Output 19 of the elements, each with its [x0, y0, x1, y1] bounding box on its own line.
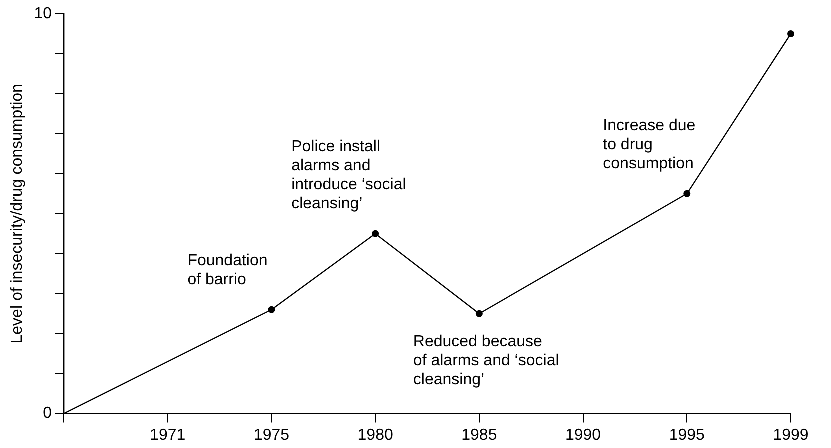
point [788, 30, 794, 38]
point [684, 190, 691, 198]
x-tick-label: 1999 [773, 426, 809, 444]
point [372, 230, 380, 238]
x-tick-label: 1985 [462, 426, 498, 444]
y-tick-label: 0 [43, 405, 52, 422]
x-tick-label: 1975 [254, 426, 290, 444]
annotation: Reduced because of alarms and ‘social cleansing’ [413, 333, 560, 388]
y-axis-title: Level of insecurity/drug consumption [9, 84, 26, 344]
annotation: Increase due to drug consumption [603, 117, 696, 172]
point [476, 310, 483, 318]
point [268, 306, 276, 314]
x-tick-label: 1971 [150, 426, 186, 444]
y-tick-label: 10 [34, 5, 52, 22]
x-tick-label: 1995 [669, 426, 706, 444]
x-tick-label: 1990 [565, 426, 602, 444]
annotation: Police install alarms and introduce ‘social cleansing’ [292, 138, 406, 212]
annotation: Foundation of barrio [188, 252, 268, 288]
x-tick-label: 1980 [358, 426, 394, 444]
